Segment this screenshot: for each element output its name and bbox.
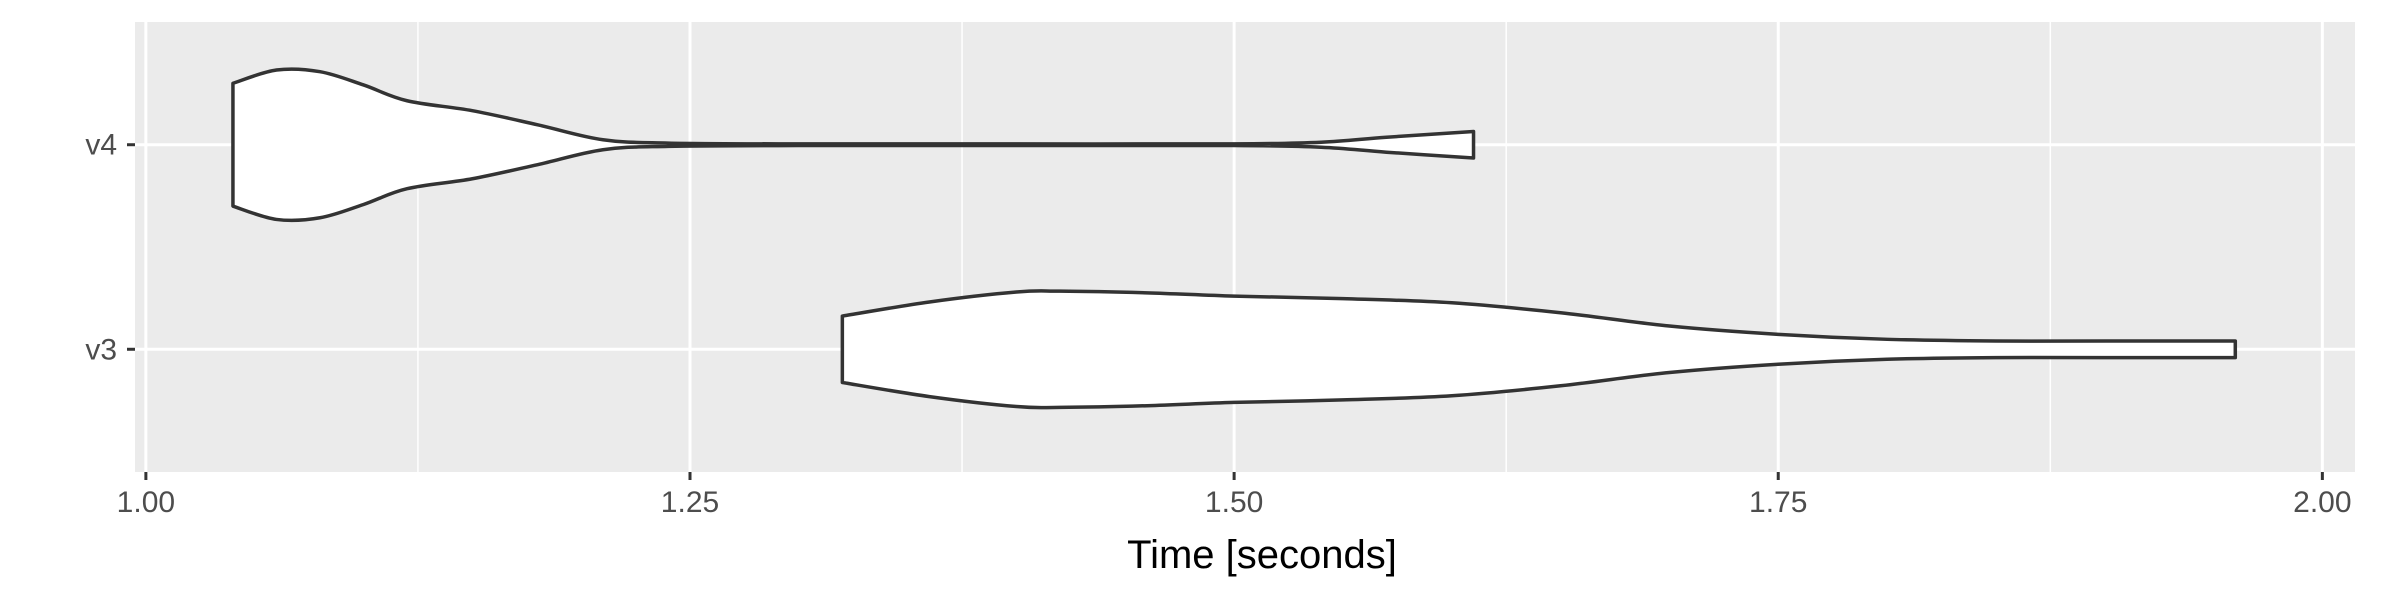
- y-tick-label: v4: [85, 129, 117, 162]
- violin-v4: [231, 67, 1476, 223]
- x-tick-label: 1.25: [661, 486, 719, 519]
- x-axis-title: Time [seconds]: [1127, 533, 1397, 577]
- x-tick-label: 1.75: [1749, 486, 1807, 519]
- axes: 1.00 1.25 1.50 1.75 2.00 v3 v4: [85, 129, 2351, 519]
- y-tick-label: v3: [85, 333, 117, 366]
- violins: [231, 67, 2238, 410]
- x-tick-label: 1.50: [1205, 486, 1263, 519]
- violin-v3: [840, 289, 2238, 410]
- x-tick-label: 2.00: [2293, 486, 2351, 519]
- plot-panel: [135, 22, 2355, 472]
- x-tick-label: 1.00: [117, 486, 175, 519]
